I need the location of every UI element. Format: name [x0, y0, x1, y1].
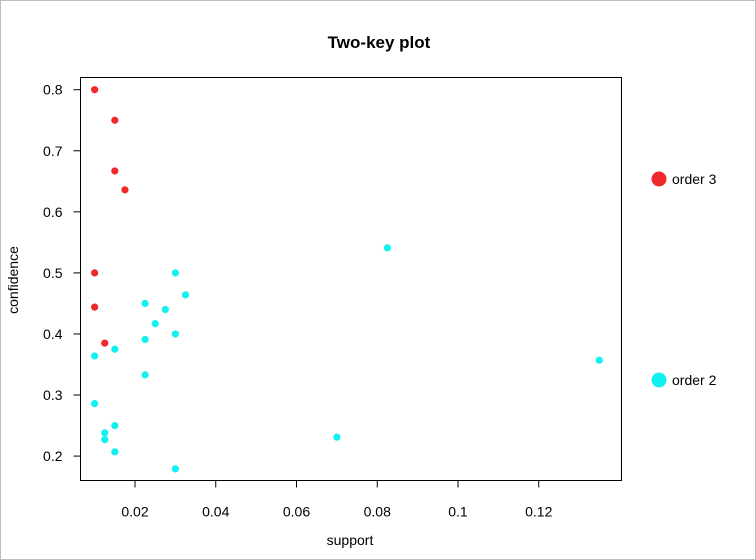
data-point-order-2	[111, 421, 119, 430]
data-point-order-3	[91, 303, 99, 311]
data-point-order-2	[181, 291, 190, 299]
data-point-order-2	[111, 448, 119, 456]
data-point-order-2	[141, 371, 149, 379]
data-point-order-2	[333, 433, 341, 441]
y-tick-label: 0.3	[43, 387, 63, 403]
x-tick-label: 0.04	[202, 504, 229, 520]
data-point-order-2	[111, 345, 119, 353]
legend: order 3 order 2	[651, 171, 717, 388]
x-axis: 0.02 0.04 0.06 0.08 0.1 0.12	[121, 480, 553, 520]
y-tick-label: 0.6	[43, 204, 63, 220]
data-point-order-2	[171, 465, 179, 473]
y-axis: 0.2 0.3 0.4 0.5 0.6 0.7 0.8	[43, 82, 81, 464]
chart-title: Two-key plot	[328, 33, 431, 52]
data-point-order-3	[111, 116, 119, 124]
data-point-order-3	[101, 339, 109, 347]
data-points	[91, 86, 603, 473]
y-axis-label: confidence	[5, 246, 21, 314]
data-point-order-2	[101, 429, 109, 437]
data-point-order-3	[121, 186, 129, 194]
data-point-order-2	[595, 356, 603, 364]
legend-label: order 3	[672, 171, 717, 187]
legend-marker	[651, 171, 667, 187]
x-tick-label: 0.1	[448, 504, 468, 520]
y-tick-label: 0.8	[43, 82, 63, 98]
x-tick-label: 0.06	[283, 504, 310, 520]
data-point-order-2	[161, 305, 169, 314]
y-tick-label: 0.2	[43, 448, 63, 464]
x-tick-label: 0.02	[121, 504, 148, 520]
data-point-order-3	[91, 269, 99, 277]
data-point-order-3	[111, 167, 119, 175]
data-point-order-2	[101, 435, 109, 444]
data-point-order-2	[91, 352, 99, 360]
data-point-order-3	[91, 86, 99, 94]
data-point-order-2	[383, 244, 391, 252]
data-point-order-2	[141, 335, 149, 344]
y-tick-label: 0.7	[43, 143, 63, 159]
data-point-order-2	[171, 330, 179, 338]
x-tick-label: 0.08	[364, 504, 391, 520]
data-point-order-2	[151, 319, 159, 328]
y-tick-label: 0.5	[43, 265, 63, 281]
plot-frame	[80, 77, 622, 481]
data-point-order-2	[91, 399, 99, 408]
data-point-order-2	[171, 269, 179, 277]
data-point-order-2	[141, 299, 149, 308]
y-tick-label: 0.4	[43, 326, 63, 342]
x-tick-label: 0.12	[525, 504, 552, 520]
x-axis-label: support	[327, 532, 374, 548]
legend-label: order 2	[672, 372, 717, 388]
legend-marker	[651, 372, 667, 388]
